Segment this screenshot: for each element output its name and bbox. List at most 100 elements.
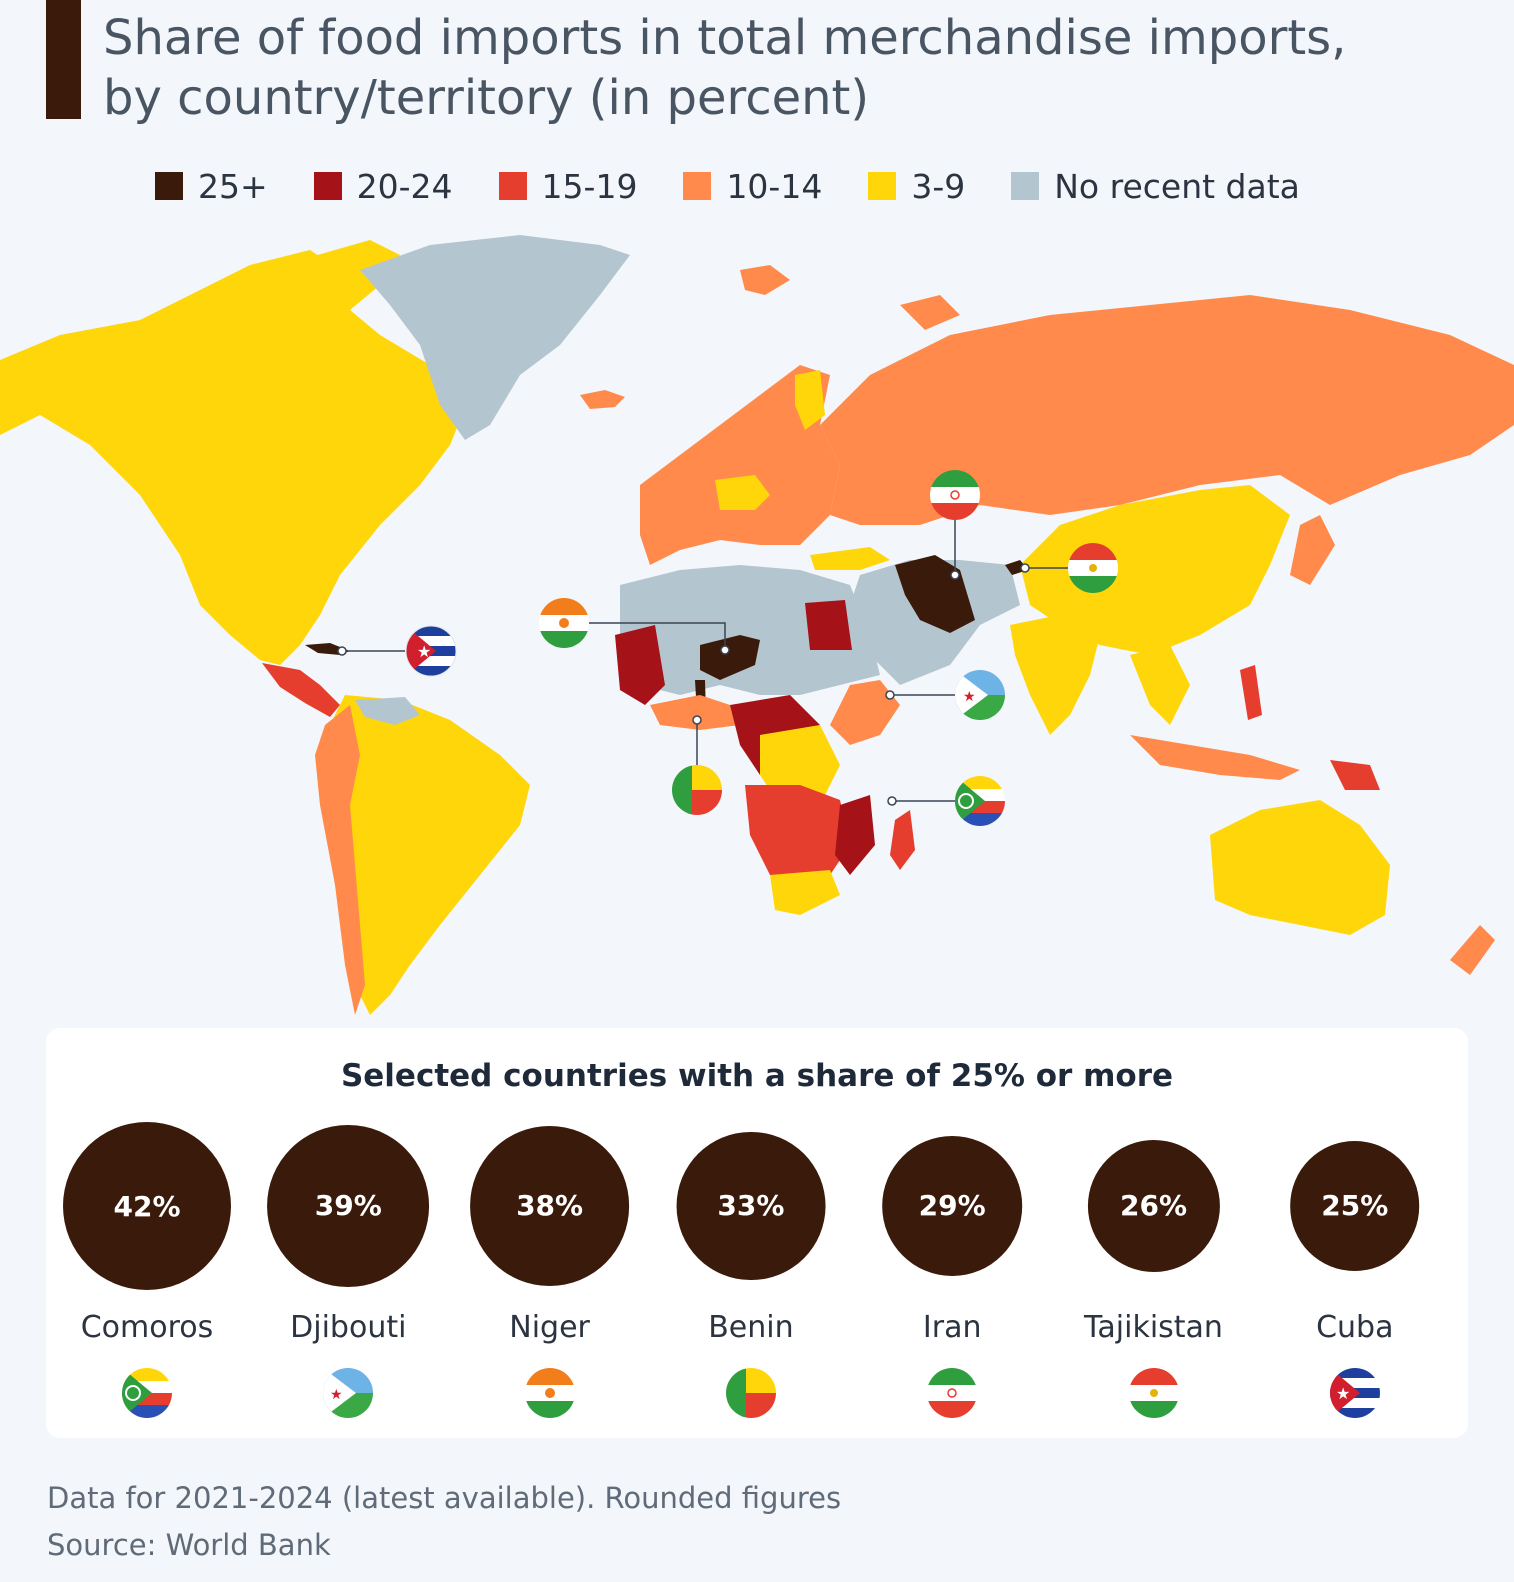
- share-bubble: 26%: [1087, 1139, 1220, 1273]
- region-finland: [795, 370, 825, 430]
- legend-swatch: [868, 172, 897, 200]
- region-europe: [640, 365, 840, 565]
- region-india: [1010, 615, 1100, 735]
- country-name: Tajikistan: [1084, 1310, 1223, 1345]
- legend-label: No recent data: [1054, 166, 1300, 206]
- svg-text:★: ★: [330, 1387, 343, 1403]
- svg-text:★: ★: [963, 689, 976, 705]
- legend-label: 20-24: [356, 166, 453, 206]
- share-value: 38%: [516, 1189, 584, 1223]
- share-bubble: 25%: [1289, 1141, 1420, 1271]
- region-australia: [1210, 800, 1390, 935]
- region-arctic-canada: [110, 250, 340, 345]
- region-china: [1020, 485, 1290, 655]
- share-value: 29%: [918, 1189, 986, 1223]
- country-name: Iran: [922, 1310, 982, 1345]
- country-column: 29% Iran: [852, 1118, 1052, 1428]
- svg-text:★: ★: [1336, 1384, 1350, 1403]
- share-value: 25%: [1321, 1189, 1389, 1223]
- map-flag-tajikistan: [1068, 543, 1118, 593]
- region-russia: [820, 295, 1514, 525]
- share-bubble: 42%: [63, 1122, 231, 1290]
- region-greenland: [360, 235, 630, 440]
- callout-cuba: [337, 646, 405, 656]
- share-bubble: 33%: [676, 1131, 826, 1281]
- country-flag-icon: [1128, 1368, 1179, 1418]
- country-column: 39% Djibouti ★: [248, 1118, 448, 1428]
- region-philippines: [1240, 665, 1262, 720]
- title-line-1: Share of food imports in total merchandi…: [103, 10, 1347, 66]
- panel-title: Selected countries with a share of 25% o…: [340, 1058, 1174, 1094]
- legend-item-no-data: No recent data: [1011, 167, 1300, 206]
- region-gulf-of-guinea: [650, 695, 740, 730]
- country-name: Comoros: [80, 1310, 214, 1345]
- share-value: 33%: [717, 1189, 785, 1223]
- legend-swatch: [155, 172, 183, 200]
- callout-iran: [950, 520, 960, 580]
- country-column: 25% Cuba ★: [1255, 1118, 1455, 1428]
- region-central-america: [262, 663, 340, 717]
- legend-swatch: [683, 172, 712, 200]
- legend-label: 10-14: [726, 166, 823, 206]
- country-column: 38% Niger: [450, 1118, 650, 1428]
- map-flag-djibouti: ★: [955, 670, 1005, 720]
- legend-swatch: [1011, 172, 1040, 200]
- legend-item-20-24: 20-24: [313, 166, 453, 206]
- legend-label: 25+: [198, 166, 268, 206]
- region-indonesia: [1130, 735, 1300, 780]
- region-svalbard: [740, 265, 790, 295]
- region-southeast-asia: [1130, 645, 1190, 725]
- country-column: 42% Comoros: [47, 1118, 247, 1428]
- source-note: Source: World Bank: [47, 1528, 331, 1562]
- region-new-zealand: [1450, 925, 1495, 975]
- legend-item-15-19: 15-19: [498, 166, 638, 206]
- region-egypt: [805, 600, 852, 650]
- title-accent-bar: [46, 0, 81, 119]
- region-turkey: [810, 547, 890, 570]
- legend-swatch: [313, 172, 342, 200]
- country-column: 26% Tajikistan: [1054, 1118, 1254, 1428]
- country-name: Cuba: [1316, 1310, 1394, 1345]
- region-north-america: [0, 240, 470, 665]
- title-line-2: by country/territory (in percent): [103, 70, 870, 126]
- share-bubble: 39%: [267, 1125, 430, 1287]
- map-flag-iran: [930, 470, 980, 520]
- legend-swatch: [498, 172, 527, 200]
- legend-label: 15-19: [541, 166, 638, 206]
- country-flag-icon: ★: [323, 1368, 374, 1418]
- callout-djibouti: [885, 690, 955, 700]
- legend: 25+ 20-24 15-19 10-14 3-9 No recent data: [155, 163, 1346, 209]
- region-mozambique: [835, 795, 875, 875]
- region-southern-africa: [745, 785, 850, 885]
- page-title: Share of food imports in total merchandi…: [103, 8, 1403, 128]
- country-flag-icon: [524, 1368, 575, 1418]
- share-bubble: 29%: [882, 1136, 1022, 1276]
- region-central-europe: [715, 475, 770, 510]
- map-flag-benin: [672, 765, 722, 815]
- country-flag-icon: [725, 1368, 776, 1418]
- region-niger: [700, 635, 760, 680]
- region-south-africa: [770, 870, 840, 915]
- map-flag-comoros: [955, 776, 1005, 826]
- callout-benin: [692, 715, 702, 765]
- region-south-america: [320, 695, 530, 1015]
- region-japan: [1290, 515, 1335, 585]
- country-flag-icon: ★: [1329, 1368, 1380, 1418]
- country-flag-icon: [122, 1368, 172, 1418]
- share-value: 39%: [314, 1189, 382, 1223]
- svg-text:★: ★: [417, 642, 431, 661]
- region-venezuela-guyana: [355, 697, 420, 725]
- map-flag-niger: [539, 598, 589, 648]
- share-value: 42%: [113, 1189, 181, 1223]
- region-madagascar: [890, 810, 915, 870]
- region-east-africa: [830, 680, 900, 745]
- region-iceland: [580, 390, 625, 409]
- legend-label: 3-9: [911, 166, 966, 206]
- legend-item-10-14: 10-14: [683, 167, 822, 206]
- country-name: Djibouti: [290, 1310, 407, 1345]
- region-novaya-zemlya: [900, 295, 960, 330]
- region-papua: [1330, 760, 1380, 790]
- share-value: 26%: [1119, 1189, 1188, 1223]
- region-north-africa: [620, 565, 880, 695]
- world-map: ★: [0, 235, 1514, 1015]
